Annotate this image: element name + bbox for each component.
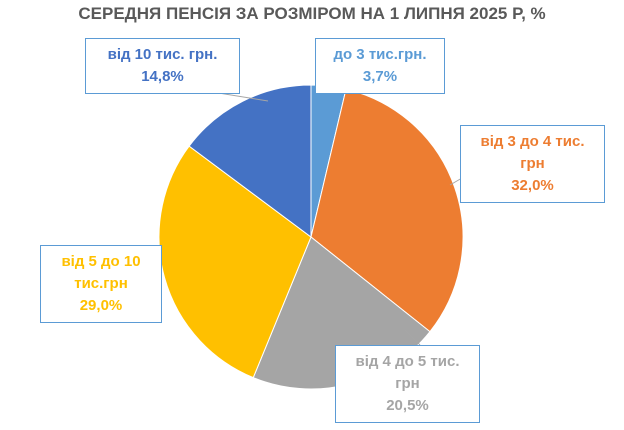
data-label: від 5 до 10 тис.грн 29,0% [40,245,162,323]
value-label: 3,7% [362,68,398,85]
data-label: від 3 до 4 тис. грн 32,0% [460,125,605,203]
value-label: 29,0% [79,297,123,314]
category-label: від 10 тис. грн. [107,46,218,63]
value-label: 14,8% [141,68,184,85]
pie-slice [310,88,464,333]
pie-slice [188,84,312,238]
value-label: 20,5% [386,397,429,414]
data-label: до 3 тис.грн. 3,7% [315,38,445,94]
category-label: від 5 до 10 тис.грн [61,253,141,292]
leader-line [404,329,421,346]
category-label: від 3 до 4 тис. грн [480,133,585,172]
value-label: 32,0% [511,177,554,194]
data-label: від 10 тис. грн. 14,8% [85,38,240,94]
category-label: від 4 до 5 тис. грн [355,353,460,392]
category-label: до 3 тис.грн. [333,46,427,63]
data-label: від 4 до 5 тис. грн 20,5% [335,345,480,423]
pie-slice [158,145,312,379]
chart-title: СЕРЕДНЯ ПЕНСІЯ ЗА РОЗМІРОМ НА 1 ЛИПНЯ 20… [78,4,546,23]
